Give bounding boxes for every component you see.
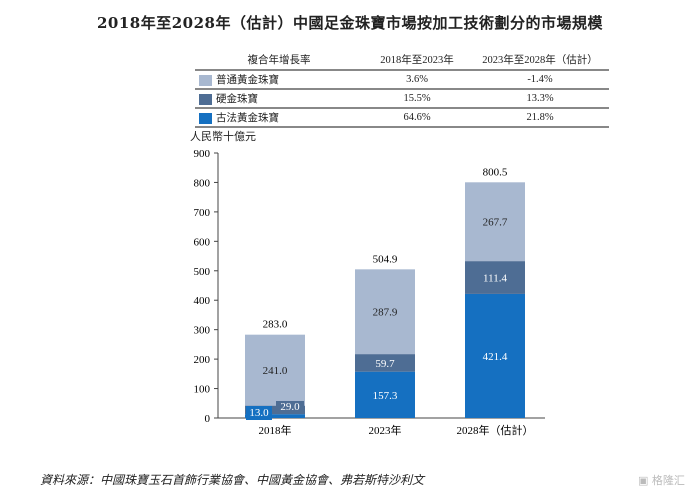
chart-title: 2018年至2028年（估計）中國足金珠寶市場按加工技術劃分的市場規模 bbox=[97, 14, 603, 32]
table-row: 普通黃金珠寶 3.6% -1.4% bbox=[195, 70, 609, 90]
bar-segment bbox=[245, 334, 305, 406]
bar-segment bbox=[465, 293, 525, 418]
total-label: 504.9 bbox=[373, 253, 398, 265]
segment-label: 111.4 bbox=[483, 273, 507, 285]
bar-segment bbox=[355, 354, 415, 372]
x-tick-label: 2028年（估計） bbox=[457, 423, 534, 437]
total-label: 800.5 bbox=[483, 166, 508, 178]
y-tick-label: 800 bbox=[194, 177, 211, 189]
segment-label: 13.0 bbox=[249, 407, 269, 419]
segment-label: 59.7 bbox=[375, 358, 395, 370]
x-tick-label: 2018年 bbox=[259, 423, 292, 437]
cell: 21.8% bbox=[471, 108, 609, 128]
cell: 13.3% bbox=[471, 89, 609, 109]
y-tick-label: 200 bbox=[194, 354, 211, 366]
legend-swatch bbox=[199, 113, 212, 125]
bar-segment bbox=[465, 182, 525, 262]
legend-label: 普通黃金珠寶 bbox=[216, 75, 279, 86]
table-row: 古法黃金珠寶 64.6% 21.8% bbox=[195, 108, 609, 128]
segment-label: 421.4 bbox=[483, 351, 508, 363]
bar-segment bbox=[355, 371, 415, 418]
legend-swatch bbox=[199, 75, 212, 87]
segment-label: 29.0 bbox=[280, 401, 300, 413]
segment-label: 157.3 bbox=[373, 390, 398, 402]
total-label: 283.0 bbox=[263, 319, 288, 331]
y-tick-label: 900 bbox=[194, 148, 211, 160]
header-label: 複合年增長率 bbox=[195, 50, 363, 71]
bar-segment bbox=[355, 269, 415, 355]
table-row: 硬金珠寶 15.5% 13.3% bbox=[195, 89, 609, 109]
y-tick-label: 100 bbox=[194, 384, 211, 396]
segment-label: 241.0 bbox=[263, 365, 288, 377]
source-note: 資料來源：中國珠寶玉石首飾行業協會、中國黃金協會、弗若斯特沙利文 bbox=[40, 473, 425, 487]
legend-label: 硬金珠寶 bbox=[216, 94, 258, 105]
y-axis-label: 人民幣十億元 bbox=[190, 130, 256, 143]
y-tick-label: 0 bbox=[205, 413, 211, 425]
cell: 15.5% bbox=[363, 89, 471, 109]
segment-label: 287.9 bbox=[373, 307, 398, 319]
y-tick-label: 500 bbox=[194, 266, 211, 278]
label-bg bbox=[276, 401, 304, 413]
bar-segment bbox=[245, 414, 305, 418]
legend-swatch bbox=[199, 94, 212, 106]
watermark-logo: ▣ 格隆汇 bbox=[638, 474, 685, 487]
y-tick-label: 600 bbox=[194, 236, 211, 248]
bar-segment bbox=[465, 261, 525, 294]
bar-segment bbox=[245, 405, 305, 415]
cell: 3.6% bbox=[363, 70, 471, 90]
header-period1: 2018年至2023年 bbox=[363, 50, 471, 71]
cell: -1.4% bbox=[471, 70, 609, 90]
y-tick-label: 400 bbox=[194, 295, 211, 307]
header-period2: 2023年至2028年（估計） bbox=[471, 50, 609, 71]
segment-label: 267.7 bbox=[483, 217, 508, 229]
cagr-table: 複合年增長率 2018年至2023年 2023年至2028年（估計） 普通黃金珠寶 3… bbox=[195, 50, 609, 128]
label-bg bbox=[246, 406, 272, 420]
legend-label: 古法黃金珠寶 bbox=[216, 113, 279, 124]
cell: 64.6% bbox=[363, 108, 471, 128]
x-tick-label: 2023年 bbox=[369, 423, 402, 437]
y-tick-label: 300 bbox=[194, 325, 211, 337]
y-tick-label: 700 bbox=[194, 207, 211, 219]
